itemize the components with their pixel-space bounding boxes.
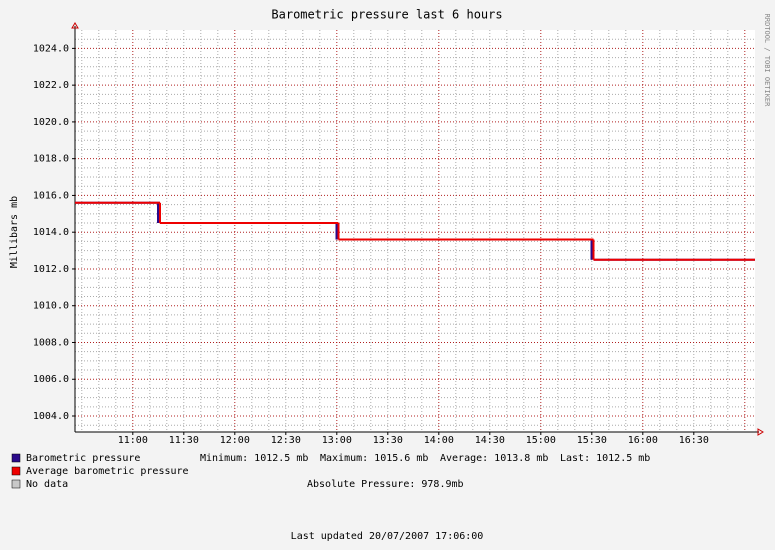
y-tick-label: 1024.0 <box>33 43 69 54</box>
x-tick-label: 14:00 <box>424 435 454 446</box>
y-tick-label: 1006.0 <box>33 374 69 385</box>
axis-arrow <box>71 22 79 29</box>
y-tick-label: 1008.0 <box>33 337 69 348</box>
y-tick-label: 1014.0 <box>33 227 69 238</box>
stat: Minimum: 1012.5 mb <box>200 453 308 464</box>
x-tick-label: 14:30 <box>475 435 505 446</box>
x-tick-label: 12:00 <box>220 435 250 446</box>
footer: Last updated 20/07/2007 17:06:00 <box>291 531 484 542</box>
absolute-pressure: Absolute Pressure: 978.9mb <box>307 479 464 490</box>
y-tick-label: 1020.0 <box>33 117 69 128</box>
stat: Last: 1012.5 mb <box>560 453 650 464</box>
x-tick-label: 11:30 <box>169 435 199 446</box>
side-label: RRDTOOL / TOBI OETIKER <box>763 14 771 108</box>
x-tick-label: 15:30 <box>577 435 607 446</box>
x-tick-label: 13:30 <box>373 435 403 446</box>
y-axis-label: Millibars mb <box>9 196 20 268</box>
x-tick-label: 12:30 <box>271 435 301 446</box>
x-tick-label: 16:30 <box>679 435 709 446</box>
y-tick-label: 1016.0 <box>33 190 69 201</box>
plot-area <box>75 30 755 432</box>
stat: Maximum: 1015.6 mb <box>320 453 428 464</box>
x-tick-label: 15:00 <box>526 435 556 446</box>
x-tick-label: 13:00 <box>322 435 352 446</box>
y-tick-label: 1010.0 <box>33 301 69 312</box>
legend-swatch <box>11 479 21 489</box>
y-tick-label: 1022.0 <box>33 80 69 91</box>
x-tick-label: 16:00 <box>628 435 658 446</box>
stat: Average: 1013.8 mb <box>440 453 548 464</box>
y-tick-label: 1018.0 <box>33 154 69 165</box>
chart-title: Barometric pressure last 6 hours <box>271 8 502 22</box>
y-tick-label: 1004.0 <box>33 411 69 422</box>
legend-swatch <box>11 453 21 463</box>
x-tick-label: 11:00 <box>118 435 148 446</box>
axis-arrow <box>757 428 764 436</box>
legend-label: No data <box>26 479 68 490</box>
legend-label: Average barometric pressure <box>26 466 189 477</box>
legend-swatch <box>11 466 21 476</box>
y-tick-label: 1012.0 <box>33 264 69 275</box>
legend-label: Barometric pressure <box>26 453 140 464</box>
